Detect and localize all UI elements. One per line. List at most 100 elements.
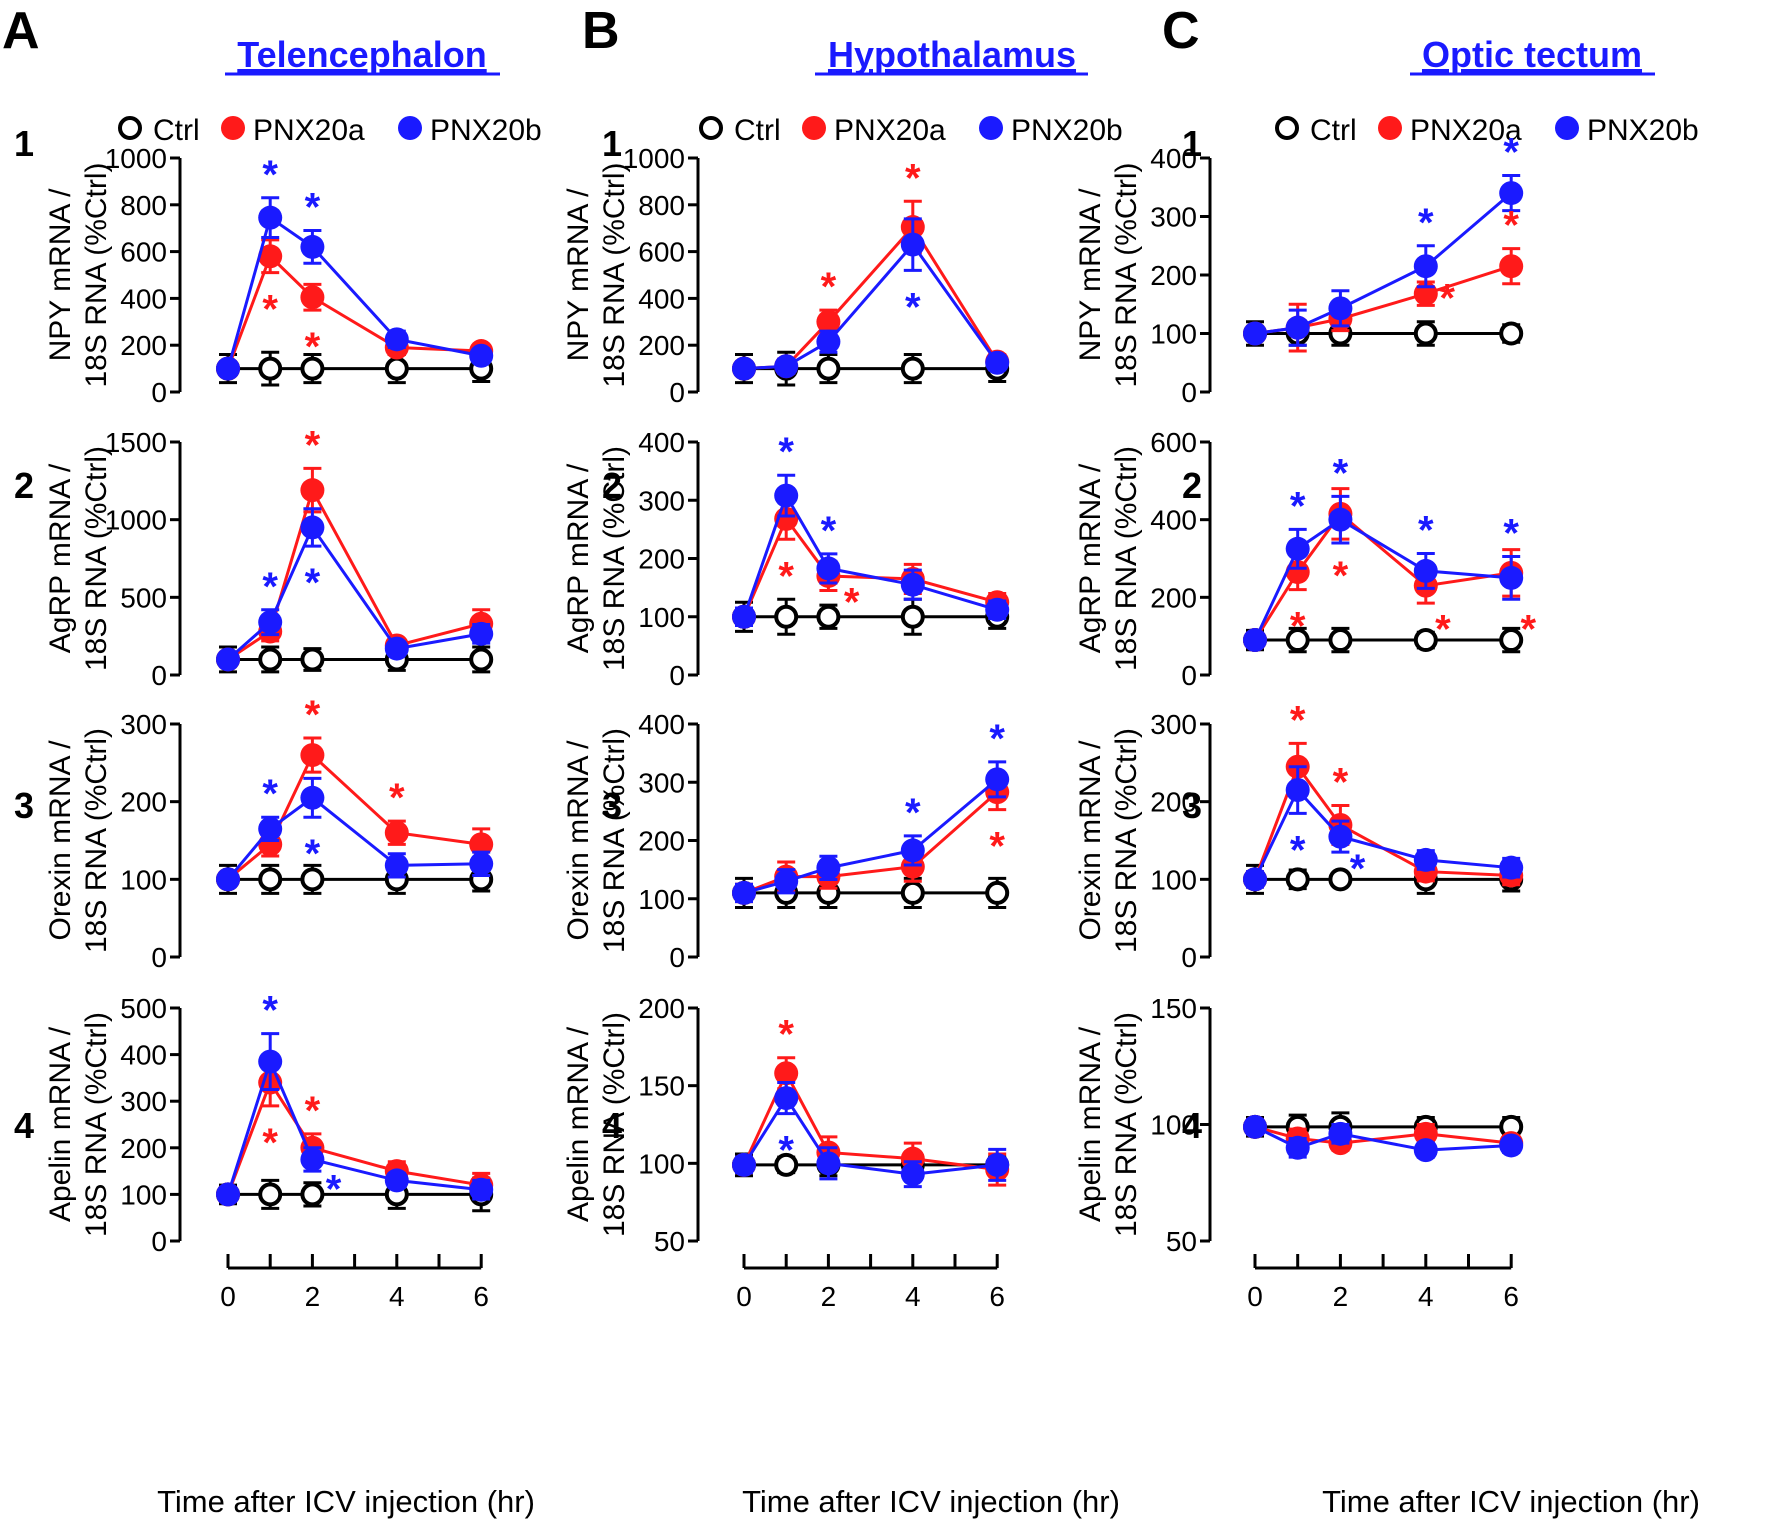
significance-mark: * bbox=[262, 1121, 278, 1165]
data-point-pnx20b bbox=[300, 1147, 325, 1172]
y-axis-label: NPY mRNA / bbox=[1074, 188, 1107, 361]
data-point-pnx20b bbox=[1243, 867, 1267, 892]
panel-number: 1 bbox=[14, 123, 34, 164]
significance-mark: * bbox=[1333, 761, 1349, 805]
x-axis-c: 0 2 4 6 bbox=[1247, 1254, 1519, 1312]
y-axis-label: 18S RNA (%Ctrl) bbox=[598, 1012, 631, 1237]
data-point-pnx20b bbox=[384, 853, 409, 878]
x-tick-label: 4 bbox=[905, 1281, 921, 1312]
significance-mark: * bbox=[989, 825, 1005, 869]
data-point-pnx20b bbox=[258, 816, 283, 841]
x-axis-label: Time after ICV injection (hr) bbox=[742, 1484, 1120, 1519]
data-point-pnx20b bbox=[985, 767, 1010, 792]
x-axis-label: Time after ICV injection (hr) bbox=[157, 1484, 535, 1519]
significance-mark: * bbox=[1439, 277, 1455, 321]
data-point-pnx20a bbox=[258, 244, 283, 269]
y-tick-label: 150 bbox=[1150, 993, 1197, 1024]
panel-number: 4 bbox=[602, 1105, 622, 1146]
y-axis-label: Orexin mRNA / bbox=[44, 740, 77, 941]
chart-panel-C2: 0 200 400 600 AgRP mRNA /18S RNA (%Ctrl) bbox=[1074, 427, 1524, 691]
legend-label-pnx20b: PNX20b bbox=[430, 114, 542, 147]
x-tick-label: 2 bbox=[305, 1281, 321, 1312]
x-tick-label: 2 bbox=[1333, 1281, 1349, 1312]
y-tick-label: 100 bbox=[1150, 319, 1197, 350]
data-point-ctrl bbox=[900, 604, 925, 629]
y-tick-label: 600 bbox=[638, 237, 685, 268]
y-tick-label: 800 bbox=[120, 190, 167, 221]
y-axis-label: Apelin mRNA / bbox=[1074, 1026, 1107, 1222]
chart-panel-C4: 50 100 150 Apelin mRNA /18S RNA (%Ctrl) bbox=[1074, 993, 1524, 1257]
y-axis-label: 18S RNA (%Ctrl) bbox=[598, 162, 631, 387]
y-axis-label: NPY mRNA / bbox=[562, 188, 595, 361]
y-tick-label: 0 bbox=[669, 942, 685, 973]
y-tick-label: 0 bbox=[151, 942, 167, 973]
y-tick-label: 0 bbox=[151, 660, 167, 691]
column-title: Optic tectum bbox=[1422, 34, 1642, 75]
chart-panel-A3: 0 100 200 300 Orexin mRNA /18S RNA (%Ctrl) bbox=[44, 709, 494, 973]
data-point-pnx20b bbox=[816, 855, 841, 880]
x-tick-label: 0 bbox=[220, 1281, 236, 1312]
y-tick-label: 0 bbox=[1181, 377, 1197, 408]
data-point-pnx20a bbox=[300, 478, 325, 503]
x-axis-label: Time after ICV injection (hr) bbox=[1322, 1484, 1700, 1519]
y-axis-label: Orexin mRNA / bbox=[1074, 740, 1107, 941]
chart-panel-B3: 0 100 200 300 400 Orexin mRNA /18S RNA (%Ctrl… bbox=[562, 709, 1010, 973]
y-axis-label: 18S RNA (%Ctrl) bbox=[80, 728, 113, 953]
legend-label-ctrl: Ctrl bbox=[1310, 114, 1357, 147]
panel-number: 4 bbox=[1182, 1105, 1202, 1146]
y-axis-label: 18S RNA (%Ctrl) bbox=[598, 728, 631, 953]
significance-mark: * bbox=[262, 565, 278, 609]
legend-a: Ctrl PNX20a PNX20b bbox=[118, 114, 542, 147]
chart-panel-A2: 0 500 1000 1500 AgRP mRNA /18S RNA (%Ctrl) bbox=[44, 427, 494, 691]
significance-mark: * bbox=[1333, 554, 1349, 598]
data-point-pnx20b bbox=[900, 838, 925, 863]
data-point-ctrl bbox=[1413, 628, 1438, 653]
legend-marker-ctrl bbox=[699, 116, 723, 140]
significance-mark: * bbox=[262, 153, 278, 197]
y-axis-label: 18S RNA (%Ctrl) bbox=[598, 446, 631, 671]
data-point-ctrl bbox=[300, 356, 325, 381]
data-point-pnx20b bbox=[985, 1152, 1010, 1177]
column-letter: A bbox=[2, 2, 40, 60]
data-point-pnx20b bbox=[1285, 1135, 1310, 1160]
y-axis-label: Apelin mRNA / bbox=[562, 1026, 595, 1222]
data-point-pnx20b bbox=[469, 343, 494, 368]
data-point-ctrl bbox=[469, 647, 494, 672]
x-tick-label: 6 bbox=[989, 1281, 1005, 1312]
data-point-pnx20b bbox=[732, 1152, 756, 1177]
data-point-pnx20b bbox=[732, 604, 756, 629]
y-tick-label: 600 bbox=[120, 237, 167, 268]
legend-label-pnx20a: PNX20a bbox=[253, 114, 365, 147]
data-point-pnx20b bbox=[816, 556, 841, 581]
y-tick-label: 200 bbox=[120, 787, 167, 818]
significance-mark: * bbox=[989, 717, 1005, 761]
data-point-pnx20b bbox=[1413, 254, 1438, 279]
y-tick-label: 200 bbox=[1150, 260, 1197, 291]
panel-number: 2 bbox=[14, 465, 34, 506]
y-axis-label: AgRP mRNA / bbox=[562, 463, 595, 653]
panel-number: 3 bbox=[1182, 785, 1202, 826]
data-point-ctrl bbox=[1285, 628, 1310, 653]
data-point-pnx20b bbox=[774, 483, 799, 508]
data-point-pnx20b bbox=[469, 621, 494, 646]
data-point-pnx20a bbox=[1499, 254, 1524, 279]
data-point-pnx20b bbox=[384, 327, 409, 352]
y-tick-label: 200 bbox=[638, 993, 685, 1024]
data-point-pnx20b bbox=[300, 785, 325, 810]
significance-mark: * bbox=[1333, 451, 1349, 495]
y-tick-label: 0 bbox=[1181, 660, 1197, 691]
data-point-pnx20b bbox=[816, 1151, 841, 1176]
legend-c: Ctrl PNX20a PNX20b bbox=[1275, 114, 1699, 147]
y-tick-label: 300 bbox=[1150, 709, 1197, 740]
data-point-pnx20b bbox=[985, 597, 1010, 622]
data-point-ctrl bbox=[900, 356, 925, 381]
data-point-pnx20b bbox=[900, 572, 925, 597]
significance-mark: * bbox=[1503, 131, 1519, 175]
data-point-pnx20a bbox=[300, 285, 325, 310]
column-title: Hypothalamus bbox=[828, 34, 1076, 75]
y-tick-label: 400 bbox=[1150, 505, 1197, 536]
data-point-ctrl bbox=[1499, 628, 1524, 653]
y-tick-label: 400 bbox=[1150, 143, 1197, 174]
x-tick-label: 2 bbox=[821, 1281, 837, 1312]
